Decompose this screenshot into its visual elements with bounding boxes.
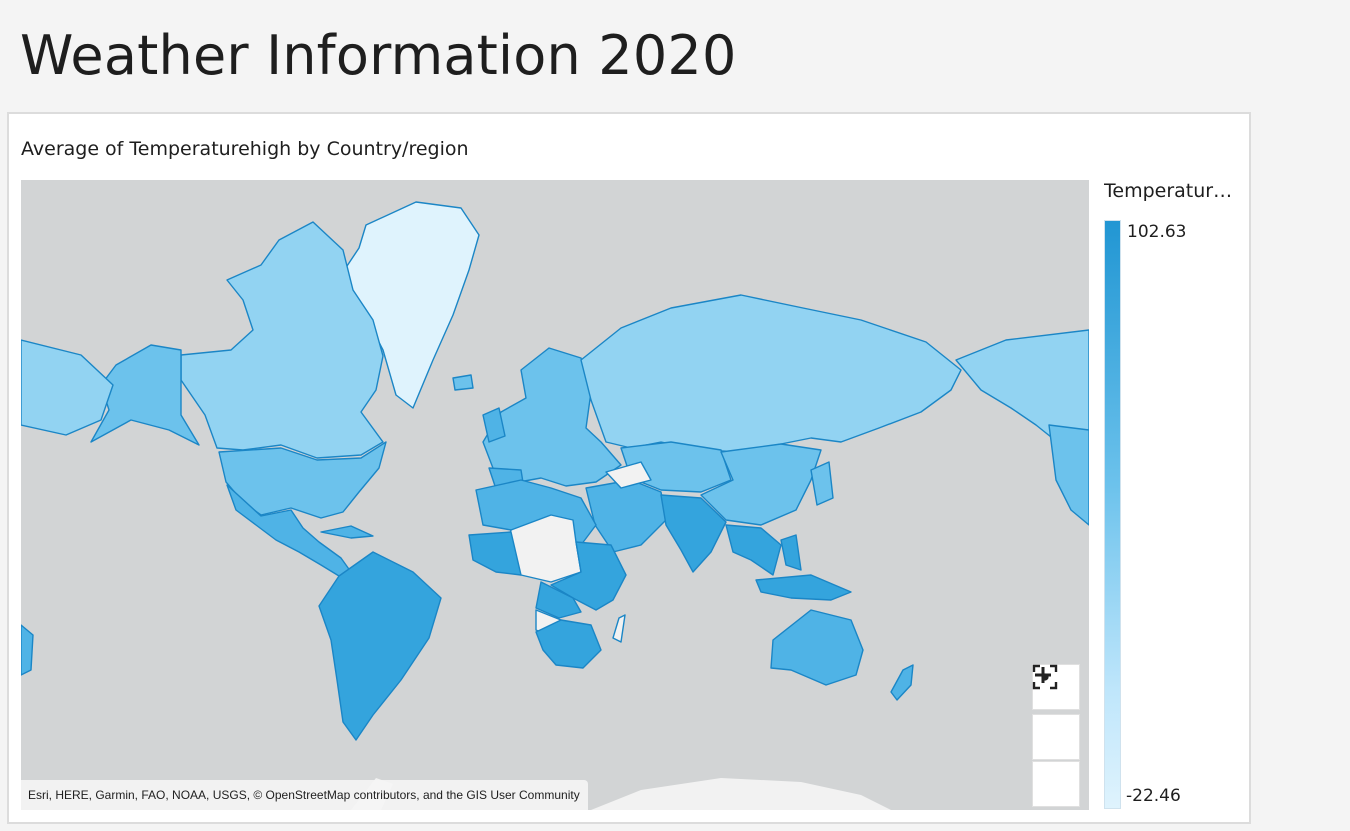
region-north-america-wrap [1048,424,1089,526]
region-turkey-no-data [605,461,652,489]
region-west-africa [468,531,522,576]
region-canada [180,221,384,459]
zoom-in-button[interactable] [1032,667,1080,760]
region-middle-east [585,479,667,553]
region-left-wrap [21,624,34,676]
region-russia-west-wrap [21,339,114,436]
region-caribbean [320,525,374,539]
page-title: Weather Information 2020 [20,24,737,87]
region-iceland [452,374,474,391]
region-south-america [318,551,442,741]
region-east-africa [550,541,627,611]
legend-max-value: 102.63 [1127,222,1187,242]
recenter-button[interactable] [1032,664,1080,710]
region-new-zealand [890,664,914,701]
region-central-africa [535,581,582,619]
region-madagascar [612,614,626,643]
region-india [660,494,727,573]
visual-title: Average of Temperaturehigh by Country/re… [21,138,469,160]
region-japan [810,461,834,506]
map-canvas[interactable] [21,180,1089,810]
legend-color-scale [1104,220,1121,809]
region-russia [580,294,962,453]
minus-icon [1035,673,1051,677]
region-philippines [780,534,802,571]
region-australia [770,609,864,686]
region-southern-africa [535,619,602,669]
map-visual-card[interactable]: Average of Temperaturehigh by Country/re… [7,112,1251,824]
legend-title: Temperatur… [1104,180,1233,202]
region-southeast-asia [725,524,782,576]
zoom-out-button[interactable] [1032,673,1080,807]
map-attribution: Esri, HERE, Garmin, FAO, NOAA, USGS, © O… [21,780,588,810]
legend-min-value: -22.46 [1126,786,1181,806]
filled-map[interactable]: Esri, HERE, Garmin, FAO, NOAA, USGS, © O… [21,180,1089,810]
map-controls [1032,664,1080,807]
region-china [700,443,822,526]
region-uk-ireland [482,407,506,443]
region-indonesia [755,574,852,601]
region-antarctica [591,778,891,810]
